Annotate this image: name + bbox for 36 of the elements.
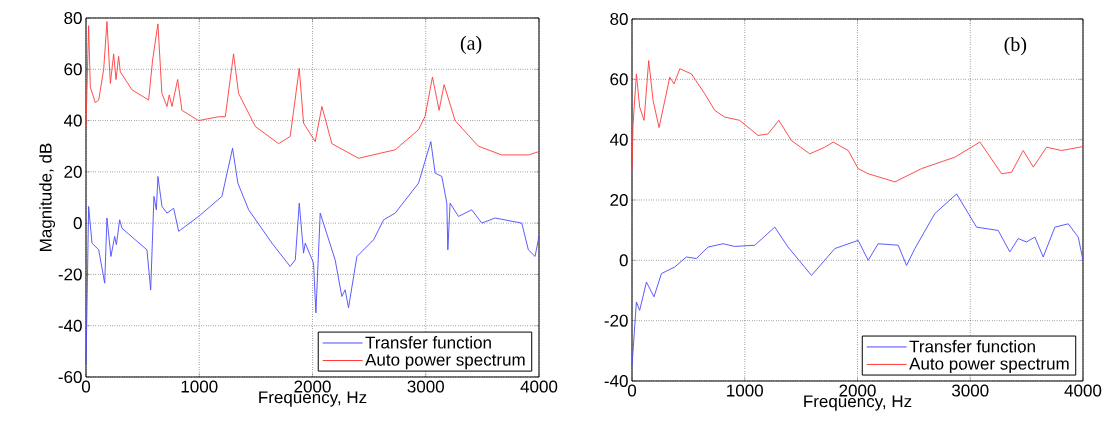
y-tick-label: 40 — [609, 133, 628, 146]
annotation: (b) — [1004, 37, 1027, 56]
x-axis-title: Frequency, Hz — [804, 395, 912, 411]
y-tick-label: 60 — [610, 73, 628, 86]
x-tick-label: 4000 — [1064, 384, 1102, 397]
y-tick-label: 20 — [64, 165, 82, 178]
line-series — [631, 60, 1084, 183]
y-tick-label: -40 — [58, 319, 82, 332]
legend-label: Transfer function — [365, 336, 491, 349]
y-tick-label: 0 — [73, 217, 82, 230]
y-tick-label: 0 — [619, 254, 628, 267]
x-tick-label: 1000 — [727, 384, 763, 397]
x-tick-label: 3000 — [951, 384, 989, 397]
y-axis-title: Magnitude, dB — [39, 143, 56, 251]
x-tick-label: 1000 — [181, 380, 218, 393]
x-tick-label: 0 — [627, 384, 637, 397]
x-tick-label: 4000 — [520, 380, 558, 393]
x-tick-label: 2000 — [839, 384, 876, 397]
y-tick-label: -40 — [604, 374, 628, 388]
y-tick-label: 80 — [610, 12, 628, 26]
y-tick-label: 40 — [63, 114, 82, 127]
x-tick-label: 3000 — [407, 380, 444, 393]
legend-label: Auto power spectrum — [365, 353, 525, 370]
legend-label: Auto power spectrum — [909, 357, 1069, 374]
y-tick-label: -60 — [58, 370, 82, 384]
line-series — [85, 21, 540, 159]
y-tick-label: 80 — [64, 11, 82, 25]
annotation: (a) — [460, 35, 482, 54]
x-axis-title: Frequency, Hz — [259, 391, 367, 407]
y-tick-label: -20 — [604, 314, 628, 327]
y-tick-label: 20 — [610, 193, 628, 207]
legend-label: Transfer function — [909, 340, 1035, 353]
y-tick-label: -20 — [58, 268, 82, 281]
y-tick-label: 60 — [64, 63, 82, 76]
x-tick-label: 2000 — [294, 380, 331, 393]
x-tick-label: 0 — [81, 380, 91, 393]
